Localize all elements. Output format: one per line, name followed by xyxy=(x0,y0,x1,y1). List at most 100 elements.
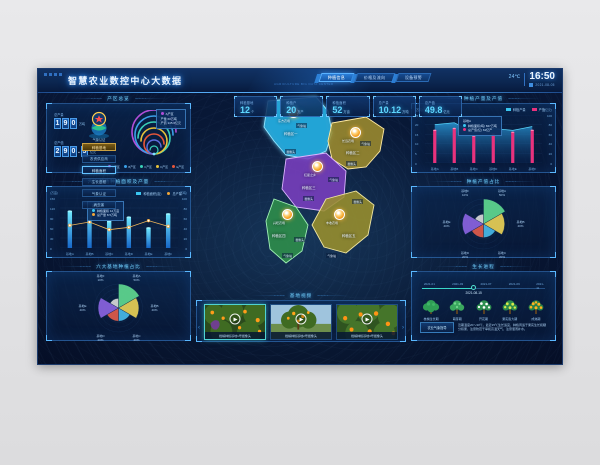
menu-item-weather[interactable]: 气象认证 xyxy=(82,189,116,197)
map-base-name: 东方农场 xyxy=(278,119,291,123)
weather-guide-button[interactable]: 农业气象指导 xyxy=(420,321,454,333)
timeline-tick: 2021-09 xyxy=(508,282,520,286)
map-base-name: 长远农场 xyxy=(342,139,355,143)
video-card[interactable]: 柑橘种植基地1号摄像头 xyxy=(204,304,266,340)
panel-body: ‹ › 柑橘种植基地1号摄像头 xyxy=(196,300,406,342)
legend-item: B产区 xyxy=(123,165,136,169)
map-region-5[interactable] xyxy=(311,190,375,254)
y-tick-right: 20 xyxy=(183,236,187,241)
panel-body: 基地A 50% 基地B 40% 基地C 20% 基地D 20% 基地E 40% 基地F 10% xyxy=(46,271,191,342)
tooltip-row: 种植面积(吨) 847万吨 xyxy=(463,123,497,129)
rose-slice-label: 基地F 10% xyxy=(452,189,478,197)
map-region-2[interactable] xyxy=(327,116,385,170)
map-tag-camera: 摄像头 xyxy=(294,237,306,242)
y-tick-right: 0 xyxy=(185,246,187,251)
tab-label: 价格及流向 xyxy=(364,74,386,80)
y-tick-left: 20 xyxy=(415,123,419,128)
kpi-card-value[interactable]: 总产值 49.8亿元 xyxy=(418,96,463,117)
app-header: 智慧农业数控中心大数据 AGRICULTURE BIG DATA CENTER … xyxy=(38,69,562,93)
growth-stages: 枝梢生长期 萌芽期 xyxy=(418,298,549,321)
play-icon[interactable] xyxy=(361,313,373,325)
kpi-value: 12个 xyxy=(240,104,255,115)
tab-device-alert[interactable]: 设备预警 xyxy=(395,73,432,82)
tab-price-flow[interactable]: 价格及流向 xyxy=(354,73,396,82)
dashboard-screen: 智慧农业数控中心大数据 AGRICULTURE BIG DATA CENTER … xyxy=(37,68,563,365)
kpi-label: 总产值 xyxy=(424,100,435,105)
y-tick-right: 100 xyxy=(546,113,552,118)
rose-slice-label: 基地E 40% xyxy=(70,304,96,312)
timeline-progress xyxy=(422,288,474,289)
slice-value: 10% xyxy=(97,277,104,282)
y-tick-left: 150 xyxy=(50,196,56,201)
kpi-card-bases[interactable]: 种植基地 12个 xyxy=(234,96,278,117)
menu-item-planting-area[interactable]: 种植面积 xyxy=(82,166,116,174)
play-icon[interactable] xyxy=(229,313,241,325)
menu-item-pest[interactable]: 病虫害 xyxy=(82,200,116,209)
map-region-name: 种植区一 xyxy=(284,132,298,136)
menu-item-planting-base[interactable]: 种植基地 xyxy=(82,143,116,151)
timeline-handle[interactable] xyxy=(471,285,477,291)
slice-value: 50% xyxy=(498,192,505,197)
bar-line-chart xyxy=(60,197,178,249)
panel-body: 基地A 50% 基地B 40% 基地C 20% 基地D 20% 基地E 40% 基地F 10% xyxy=(411,186,556,259)
kpi-card-growers[interactable]: 种植户 20万户 xyxy=(280,96,324,117)
map-marker-3[interactable] xyxy=(312,161,323,172)
rose-slice-label: 基地A 50% xyxy=(124,274,150,282)
y-tick-right: 80 xyxy=(183,206,187,211)
growth-timeline[interactable]: 2021-01 2021-03 2021-07 2021-09 2021-11 … xyxy=(422,282,545,295)
region-map[interactable]: 东方农场 长远农场 红星之乡 兴旺农场 丰收农场 种植区一 种植区二 种植区三 … xyxy=(190,93,412,293)
y-tick-left: 10 xyxy=(415,142,419,147)
play-icon[interactable] xyxy=(295,313,307,325)
slice-name: 基地D xyxy=(96,334,105,339)
rose-slice-label: 基地C 20% xyxy=(124,334,150,342)
map-region-4[interactable] xyxy=(265,198,309,264)
video-prev-arrow[interactable]: ‹ xyxy=(198,325,200,331)
growth-stage[interactable]: 果实膨大期 xyxy=(497,298,523,321)
marker-dot-icon xyxy=(282,209,293,220)
kpi-card-area[interactable]: 种植面积 52万亩 xyxy=(326,96,370,117)
tab-label: 设备预警 xyxy=(404,74,422,80)
map-tag-weather-station: 气象站 xyxy=(296,123,308,128)
main-nav: 种植信息 价格及流向 设备预警 xyxy=(318,73,432,82)
y-axis-right-label: (万吨) xyxy=(179,191,187,195)
menu-item-growth[interactable]: 生长进程 xyxy=(82,177,116,186)
kpi-card-output[interactable]: 总产量 10.12万吨 xyxy=(372,96,416,117)
kpi-value: 20万户 xyxy=(286,104,304,115)
tab-label: 种植信息 xyxy=(328,74,346,80)
panel-output-value: 种植产量及产值 (万吨) (亿元) 种植产量 产值 基地A 种植面积(吨) 84… xyxy=(411,94,556,174)
growth-stage[interactable]: 萌芽期 xyxy=(444,298,470,321)
x-tick: 基地E xyxy=(508,167,517,171)
growth-stage[interactable]: 开花期 xyxy=(470,298,496,321)
slice-name: 基地E xyxy=(78,304,87,308)
video-card[interactable]: 柑橘种植基地3号摄像头 xyxy=(336,304,398,340)
map-region-name: 种植区二 xyxy=(346,151,360,155)
rose-slice-label: 基地F 10% xyxy=(88,274,114,282)
current-date: 2021-08-05 xyxy=(529,83,555,87)
panel-value-share: 种植产值占比 基地A 50% 基地B 40% 基地C 20% 基地D 20% 基地E 40% 基地F… xyxy=(411,177,556,259)
map-marker-4[interactable] xyxy=(282,209,293,220)
growth-stage[interactable]: 成熟期 xyxy=(523,298,549,321)
map-marker-2[interactable] xyxy=(350,127,361,138)
globe-icon[interactable] xyxy=(86,111,112,139)
x-tick: 基地F xyxy=(164,252,173,256)
x-tick: 基地B xyxy=(450,167,459,171)
timeline-tick: 2021-11 xyxy=(536,282,544,290)
kpi-label: 种植面积 xyxy=(332,100,346,105)
panel-growth: 生长进程 2021-01 2021-03 2021-07 2021-09 202… xyxy=(411,262,556,342)
rose-slice-label: 基地C 20% xyxy=(489,251,515,259)
map-tag-camera: 摄像头 xyxy=(352,199,364,204)
chart-legend: 种植面积(亩) 总产量 xyxy=(136,191,182,196)
panel-title: 六大基地种植占比 xyxy=(46,262,191,271)
video-next-arrow[interactable]: › xyxy=(402,325,404,331)
menu-item-supplier[interactable]: 农资供应商 xyxy=(82,154,116,163)
kpi-label: 种植基地 xyxy=(240,100,254,105)
timeline-track xyxy=(422,288,545,289)
growth-stage[interactable]: 枝梢生长期 xyxy=(418,298,444,321)
map-marker-5[interactable] xyxy=(334,209,345,220)
x-tick: 基地B xyxy=(85,252,94,256)
tab-planting-info[interactable]: 种植信息 xyxy=(318,73,355,82)
y-tick-left: 5 xyxy=(415,151,417,156)
panel-title: 生长进程 xyxy=(411,262,556,271)
rose-slice-label: 基地D 20% xyxy=(452,251,478,259)
video-card[interactable]: 柑橘种植基地2号摄像头 xyxy=(270,304,332,340)
